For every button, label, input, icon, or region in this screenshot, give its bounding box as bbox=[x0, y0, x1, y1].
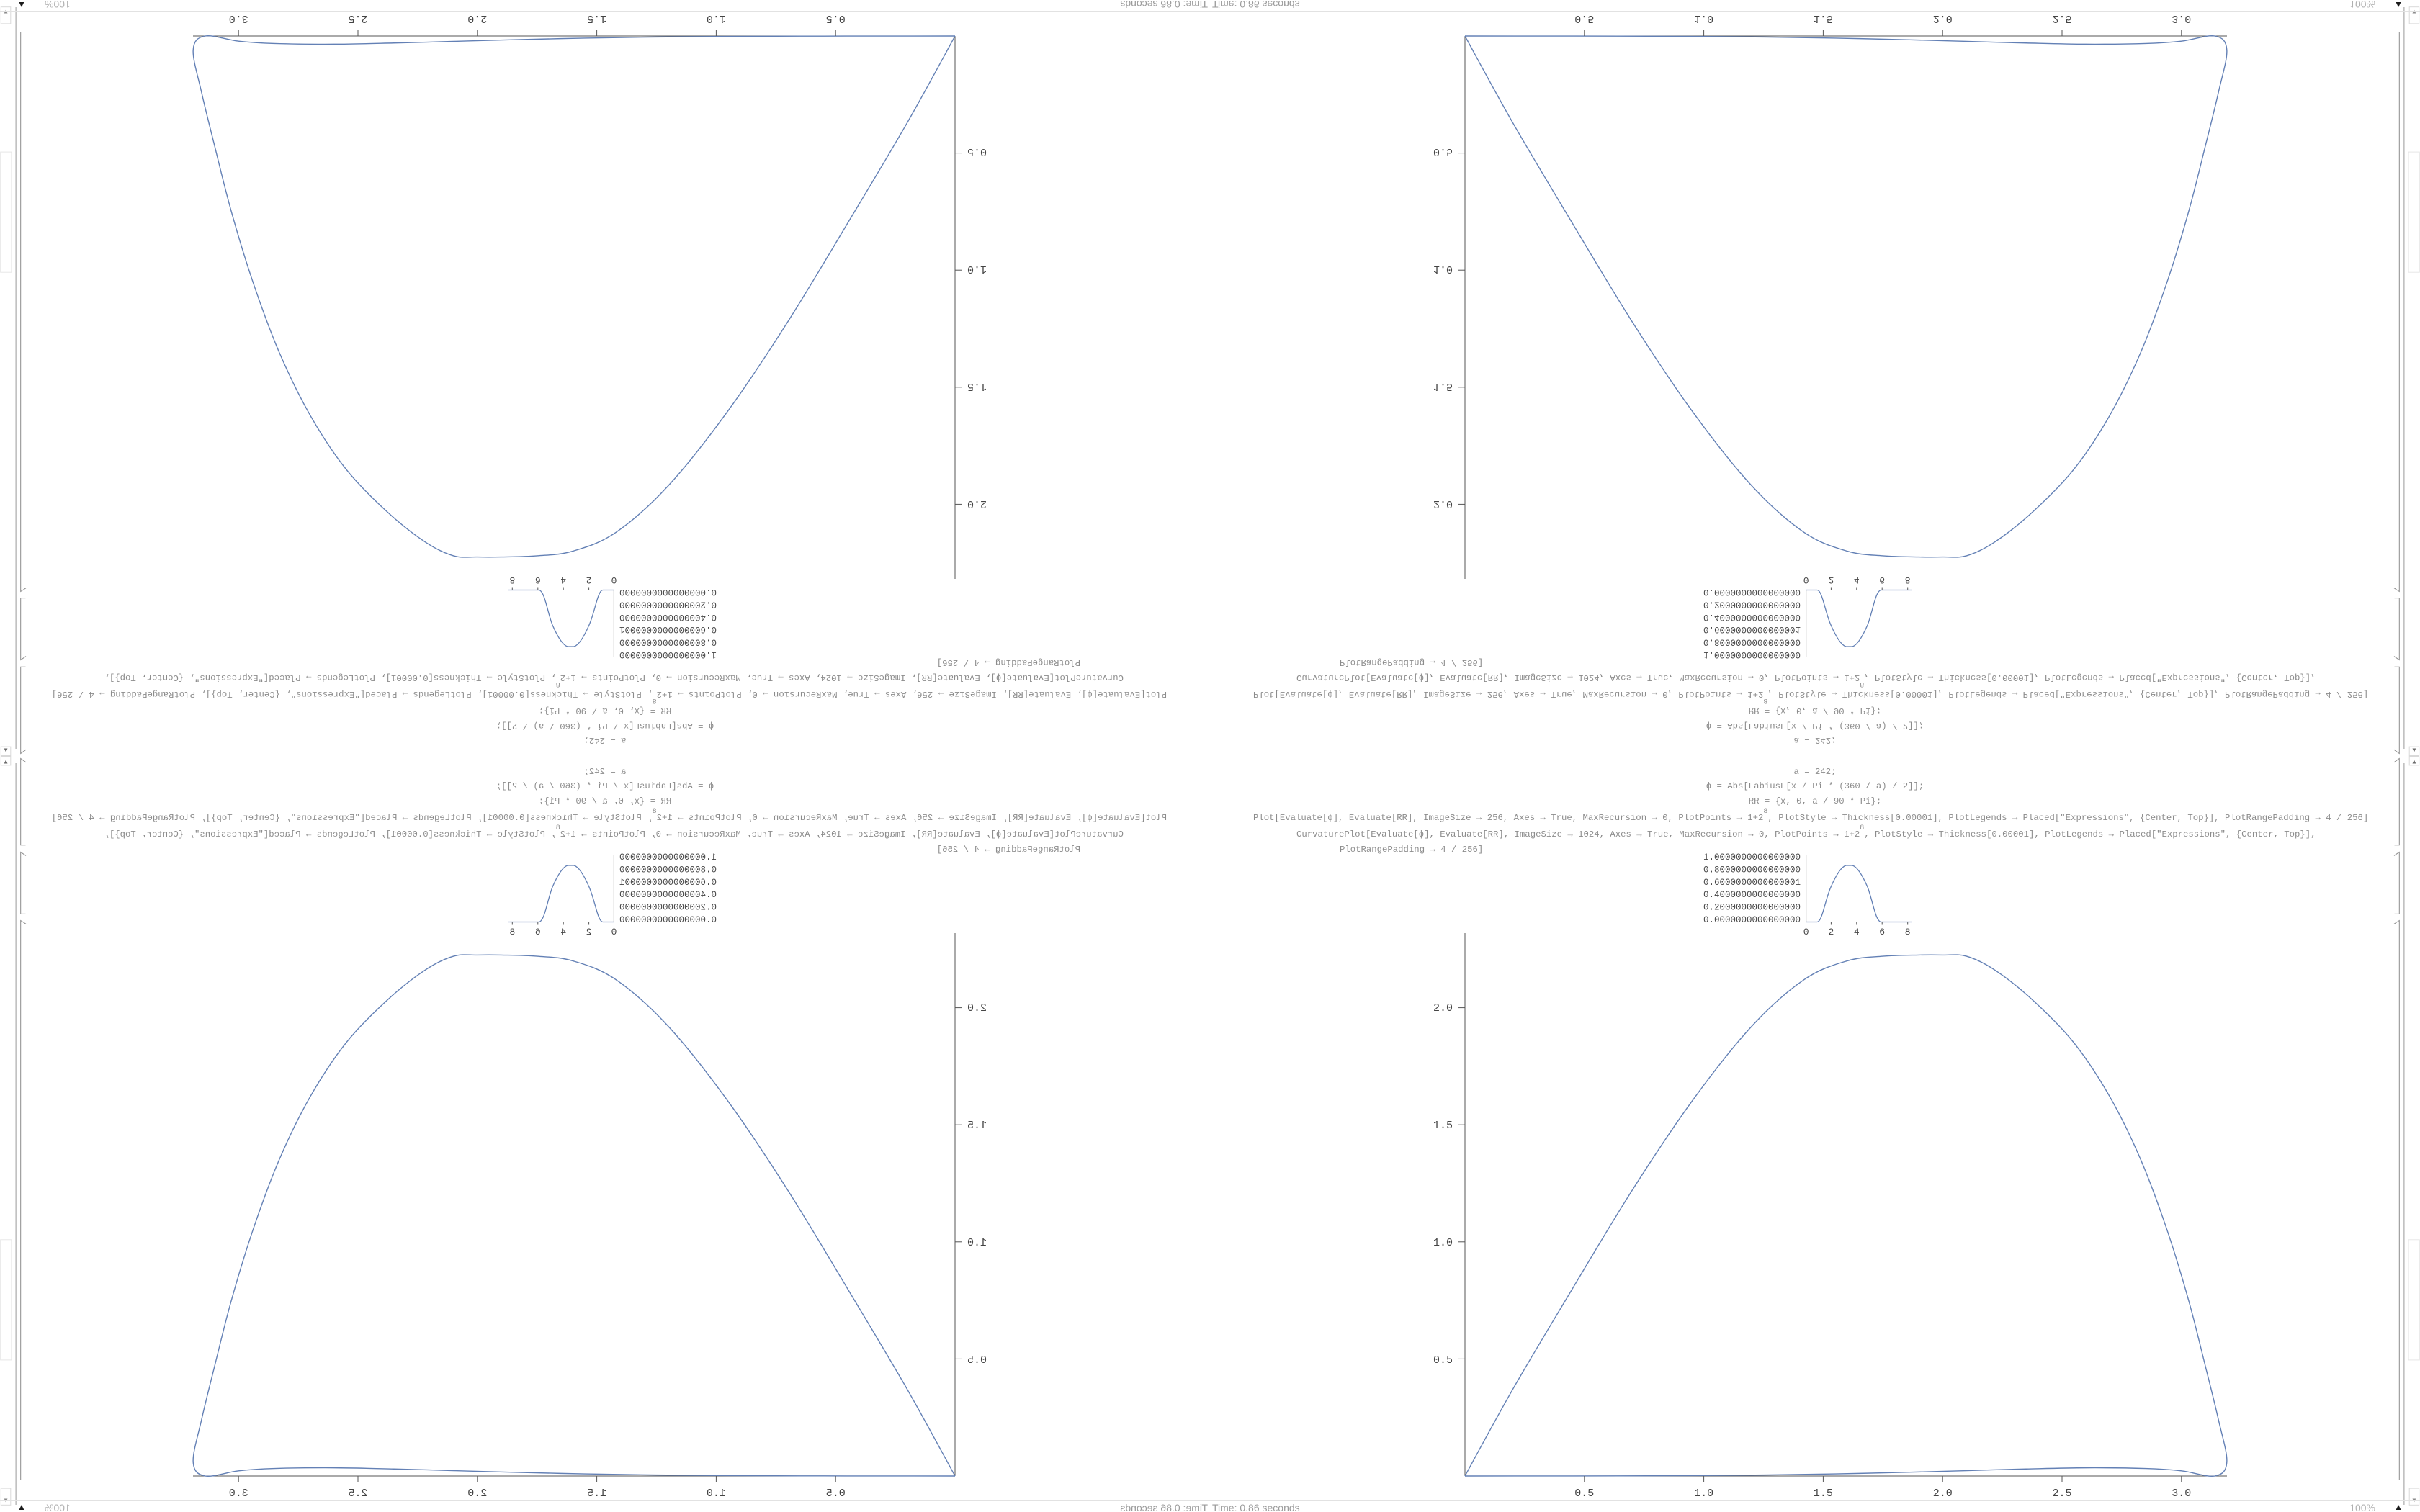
svg-text:1.5: 1.5 bbox=[967, 380, 987, 392]
svg-text:2.0: 2.0 bbox=[1433, 1002, 1453, 1014]
svg-text:2.5: 2.5 bbox=[348, 1488, 367, 1500]
svg-text:2.0: 2.0 bbox=[1933, 12, 1953, 24]
svg-text:0.5: 0.5 bbox=[826, 1488, 846, 1500]
svg-text:1.5: 1.5 bbox=[587, 12, 606, 24]
svg-text:2.0: 2.0 bbox=[967, 498, 987, 510]
svg-text:3.0: 3.0 bbox=[229, 12, 248, 24]
svg-text:1.0: 1.0 bbox=[1433, 1237, 1453, 1249]
svg-text:2.5: 2.5 bbox=[2052, 12, 2071, 24]
svg-text:1.0: 1.0 bbox=[1433, 263, 1453, 275]
svg-text:1.5: 1.5 bbox=[1814, 1488, 1833, 1500]
svg-text:0.5: 0.5 bbox=[1433, 145, 1453, 158]
svg-text:3.0: 3.0 bbox=[229, 1488, 248, 1500]
svg-text:2.5: 2.5 bbox=[2052, 1488, 2071, 1500]
svg-text:2.0: 2.0 bbox=[967, 1002, 987, 1014]
svg-text:1.5: 1.5 bbox=[587, 1488, 606, 1500]
svg-text:1.0: 1.0 bbox=[707, 12, 726, 24]
svg-text:0.5: 0.5 bbox=[826, 12, 846, 24]
svg-text:2.0: 2.0 bbox=[1433, 498, 1453, 510]
svg-text:3.0: 3.0 bbox=[2172, 1488, 2191, 1500]
svg-text:1.0: 1.0 bbox=[707, 1488, 726, 1500]
svg-text:2.0: 2.0 bbox=[467, 1488, 487, 1500]
svg-text:1.0: 1.0 bbox=[967, 1237, 987, 1249]
svg-text:0.5: 0.5 bbox=[1574, 1488, 1594, 1500]
svg-text:1.0: 1.0 bbox=[967, 263, 987, 275]
svg-text:1.5: 1.5 bbox=[1433, 380, 1453, 392]
svg-text:2.5: 2.5 bbox=[348, 12, 367, 24]
svg-text:1.5: 1.5 bbox=[1814, 12, 1833, 24]
svg-text:2.0: 2.0 bbox=[1933, 1488, 1953, 1500]
svg-text:1.5: 1.5 bbox=[967, 1120, 987, 1132]
svg-text:3.0: 3.0 bbox=[2172, 12, 2191, 24]
svg-text:0.5: 0.5 bbox=[1433, 1354, 1453, 1367]
svg-text:0.5: 0.5 bbox=[1574, 12, 1594, 24]
svg-text:1.5: 1.5 bbox=[1433, 1120, 1453, 1132]
svg-text:0.5: 0.5 bbox=[967, 1354, 987, 1367]
svg-text:1.0: 1.0 bbox=[1694, 1488, 1713, 1500]
svg-text:0.5: 0.5 bbox=[967, 145, 987, 158]
svg-text:1.0: 1.0 bbox=[1694, 12, 1713, 24]
svg-text:2.0: 2.0 bbox=[467, 12, 487, 24]
